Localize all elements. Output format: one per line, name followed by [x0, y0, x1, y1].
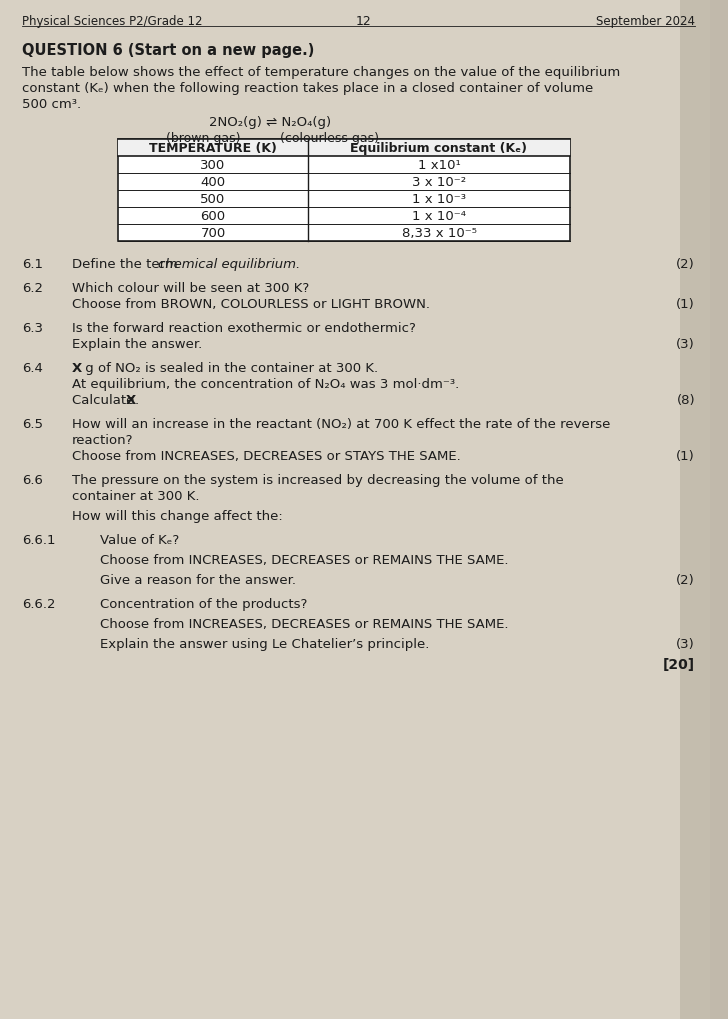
- Text: Concentration of the products?: Concentration of the products?: [100, 597, 307, 610]
- Text: (1): (1): [676, 298, 695, 311]
- Text: (2): (2): [676, 574, 695, 586]
- Text: Choose from INCREASES, DECREASES or STAYS THE SAME.: Choose from INCREASES, DECREASES or STAY…: [72, 449, 461, 463]
- Text: 500 cm³.: 500 cm³.: [22, 98, 81, 111]
- Text: chemical equilibrium.: chemical equilibrium.: [157, 258, 300, 271]
- Text: How will an increase in the reactant (NO₂) at 700 K effect the rate of the rever: How will an increase in the reactant (NO…: [72, 418, 610, 431]
- Text: QUESTION 6 (Start on a new page.): QUESTION 6 (Start on a new page.): [22, 43, 314, 58]
- Text: Choose from INCREASES, DECREASES or REMAINS THE SAME.: Choose from INCREASES, DECREASES or REMA…: [100, 618, 508, 631]
- Text: 400: 400: [200, 176, 226, 189]
- Text: 6.5: 6.5: [22, 418, 43, 431]
- Text: g of NO₂ is sealed in the container at 300 K.: g of NO₂ is sealed in the container at 3…: [81, 362, 378, 375]
- Text: 6.1: 6.1: [22, 258, 43, 271]
- Text: 1 x 10⁻⁴: 1 x 10⁻⁴: [412, 210, 466, 223]
- Text: 6.3: 6.3: [22, 322, 43, 334]
- Text: (8): (8): [676, 393, 695, 407]
- Text: The pressure on the system is increased by decreasing the volume of the: The pressure on the system is increased …: [72, 474, 563, 486]
- Text: (colourless gas): (colourless gas): [280, 131, 379, 145]
- Text: container at 300 K.: container at 300 K.: [72, 489, 199, 502]
- Bar: [118, 140, 570, 242]
- Text: X: X: [72, 362, 82, 375]
- Text: 12: 12: [356, 15, 372, 28]
- Text: Which colour will be seen at 300 K?: Which colour will be seen at 300 K?: [72, 281, 309, 294]
- Text: At equilibrium, the concentration of N₂O₄ was 3 mol·dm⁻³.: At equilibrium, the concentration of N₂O…: [72, 378, 459, 390]
- Text: Value of Kₑ?: Value of Kₑ?: [100, 534, 179, 546]
- Text: (brown gas): (brown gas): [165, 131, 240, 145]
- Text: TEMPERATURE (K): TEMPERATURE (K): [149, 142, 277, 155]
- Text: Explain the answer.: Explain the answer.: [72, 337, 202, 351]
- Text: Equilibrium constant (Kₑ): Equilibrium constant (Kₑ): [350, 142, 528, 155]
- Text: (2): (2): [676, 258, 695, 271]
- Bar: [680, 0, 728, 1019]
- Text: Choose from INCREASES, DECREASES or REMAINS THE SAME.: Choose from INCREASES, DECREASES or REMA…: [100, 553, 508, 567]
- Text: September 2024: September 2024: [596, 15, 695, 28]
- Text: Define the term: Define the term: [72, 258, 182, 271]
- Text: constant (Kₑ) when the following reaction takes place in a closed container of v: constant (Kₑ) when the following reactio…: [22, 82, 593, 95]
- Text: 1 x10¹: 1 x10¹: [418, 159, 460, 172]
- Text: 700: 700: [200, 227, 226, 239]
- Text: X: X: [125, 393, 135, 407]
- Text: 8,33 x 10⁻⁵: 8,33 x 10⁻⁵: [402, 227, 477, 239]
- Text: Is the forward reaction exothermic or endothermic?: Is the forward reaction exothermic or en…: [72, 322, 416, 334]
- Text: 6.2: 6.2: [22, 281, 43, 294]
- Text: Calculate: Calculate: [72, 393, 138, 407]
- Text: How will this change affect the:: How will this change affect the:: [72, 510, 282, 523]
- Text: 6.6.2: 6.6.2: [22, 597, 55, 610]
- Bar: [118, 140, 570, 157]
- Text: 600: 600: [200, 210, 226, 223]
- Text: (1): (1): [676, 449, 695, 463]
- Text: 3 x 10⁻²: 3 x 10⁻²: [412, 176, 466, 189]
- Text: (3): (3): [676, 637, 695, 650]
- Text: The table below shows the effect of temperature changes on the value of the equi: The table below shows the effect of temp…: [22, 66, 620, 78]
- Text: 6.4: 6.4: [22, 362, 43, 375]
- Text: 1 x 10⁻³: 1 x 10⁻³: [412, 193, 466, 206]
- Text: Explain the answer using Le Chatelier’s principle.: Explain the answer using Le Chatelier’s …: [100, 637, 430, 650]
- Text: 2NO₂(g) ⇌ N₂O₄(g): 2NO₂(g) ⇌ N₂O₄(g): [209, 116, 331, 128]
- Text: 6.6.1: 6.6.1: [22, 534, 55, 546]
- Text: .: .: [135, 393, 138, 407]
- Text: Choose from BROWN, COLOURLESS or LIGHT BROWN.: Choose from BROWN, COLOURLESS or LIGHT B…: [72, 298, 430, 311]
- Text: 300: 300: [200, 159, 226, 172]
- Text: 500: 500: [200, 193, 226, 206]
- Text: (3): (3): [676, 337, 695, 351]
- Text: reaction?: reaction?: [72, 433, 133, 446]
- Text: 6.6: 6.6: [22, 474, 43, 486]
- Text: Physical Sciences P2/Grade 12: Physical Sciences P2/Grade 12: [22, 15, 202, 28]
- Text: Give a reason for the answer.: Give a reason for the answer.: [100, 574, 296, 586]
- Text: [20]: [20]: [663, 657, 695, 672]
